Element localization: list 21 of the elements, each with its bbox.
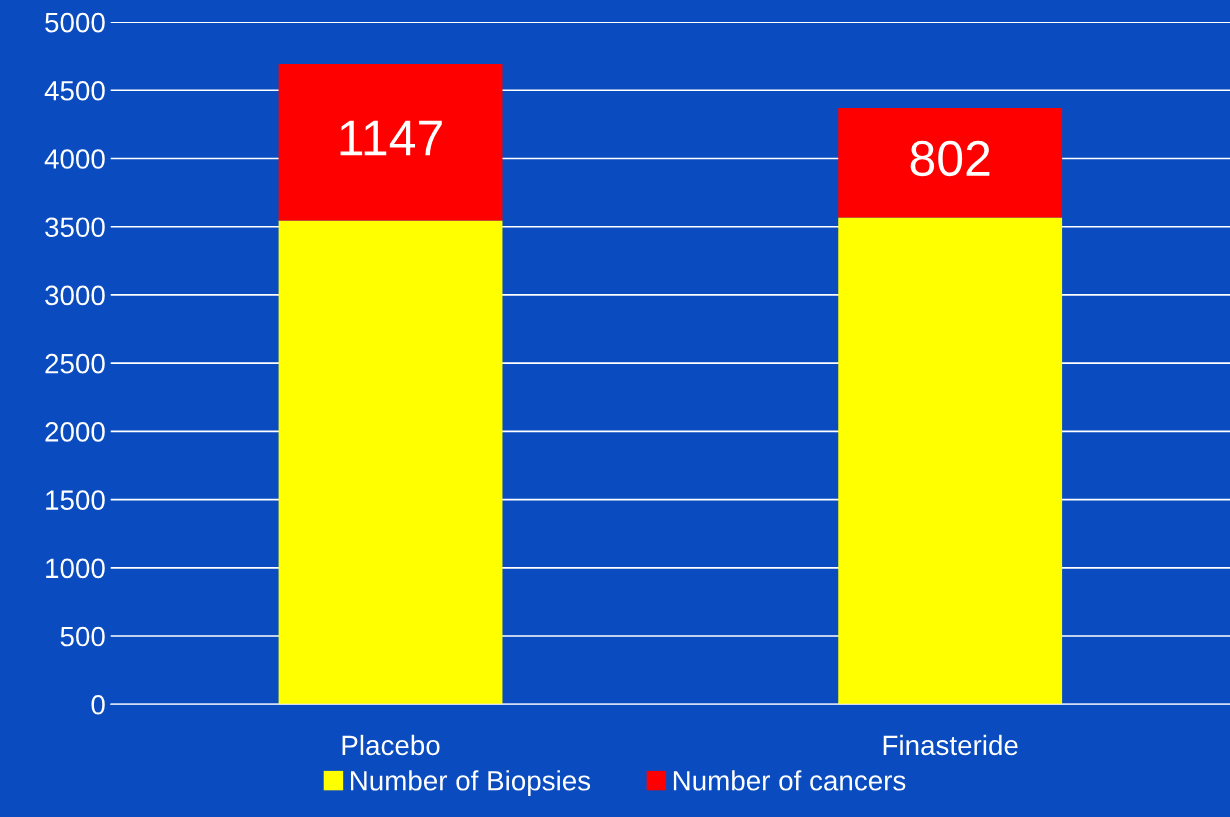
x-tick-label: Finasteride xyxy=(883,734,1018,756)
bar xyxy=(278,220,503,705)
y-tick-label: 4000 xyxy=(44,149,105,169)
y-tick-label: 2500 xyxy=(45,353,105,374)
y-tick-label: 2000 xyxy=(45,422,105,442)
y-tick-label: 1500 xyxy=(46,490,105,510)
y-tick-label: 500 xyxy=(60,626,105,647)
y-tick-label: 3000 xyxy=(45,285,105,306)
legend-label: Number of Biopsies xyxy=(350,770,591,797)
y-tick-label: 4500 xyxy=(44,80,105,101)
y-tick-label: 0 xyxy=(91,694,105,715)
y-tick-label: 1000 xyxy=(46,558,105,579)
legend-label: Number of cancers xyxy=(673,770,906,791)
data-label: 802 xyxy=(910,140,990,177)
bar xyxy=(278,64,503,221)
data-label: 1147 xyxy=(340,120,442,156)
x-tick-label: Placebo xyxy=(342,734,440,756)
bar xyxy=(838,217,1063,705)
y-tick-label: 5000 xyxy=(45,12,105,33)
bar xyxy=(838,108,1063,218)
y-tick-label: 3500 xyxy=(45,217,105,238)
